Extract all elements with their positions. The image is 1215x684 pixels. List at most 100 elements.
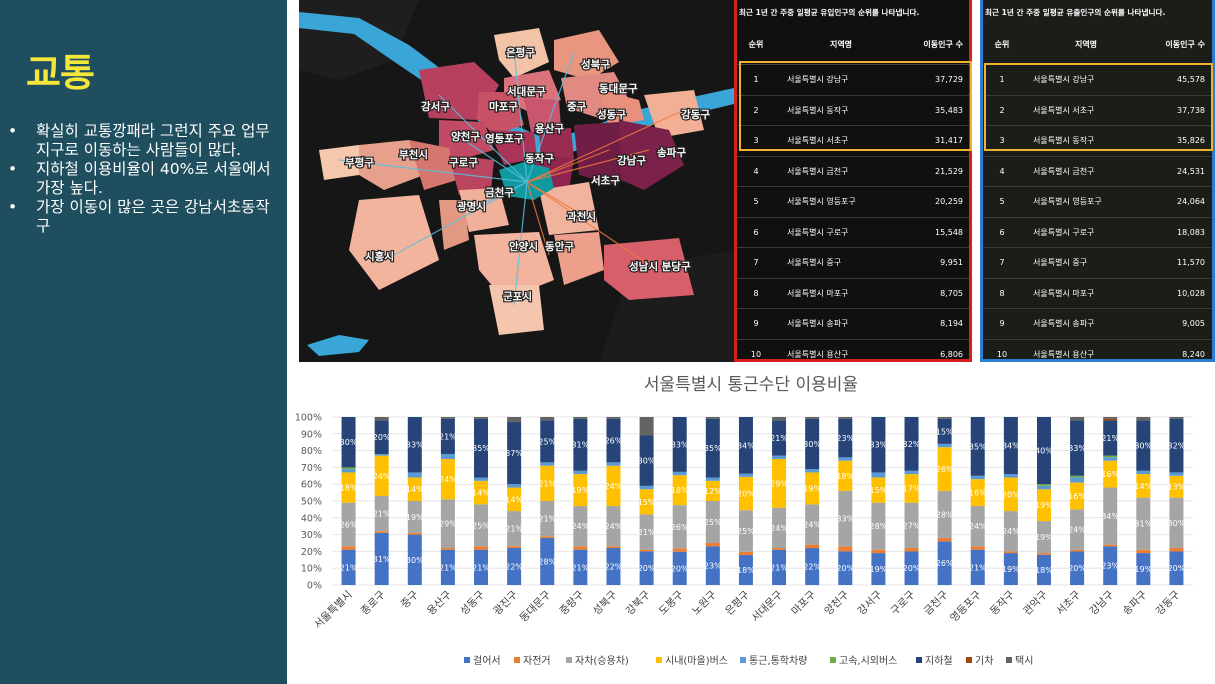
segment-label: 23% (1101, 562, 1119, 571)
table-body: 1 서울특별시 강남구 45,578 2 서울특별시 서초구 37,738 3 서울특별시 동… (983, 65, 1212, 360)
bar-segment (573, 549, 588, 585)
bar-segment (1169, 548, 1184, 552)
map-label: 성북구 (581, 58, 610, 71)
bar-segment (407, 501, 422, 533)
segment-label: 35% (969, 442, 987, 451)
segment-label: 15% (936, 427, 954, 436)
segment-label: 18% (1035, 566, 1053, 575)
bar-segment (440, 453, 455, 459)
bar-segment (407, 532, 422, 535)
region-cell: 서울특별시 구로구 (787, 227, 849, 237)
bar-segment (407, 472, 422, 478)
bar-segment (1169, 418, 1184, 473)
region-cell: 서울특별시 마포구 (787, 288, 849, 298)
legend-swatch (514, 657, 520, 663)
table-row: 8 서울특별시 마포구 8,705 (737, 279, 969, 309)
segment-label: 13% (1168, 483, 1186, 492)
bar-segment (772, 548, 787, 550)
bar-segment (705, 543, 720, 547)
rank-cell: 8 (999, 288, 1005, 298)
segment-label: 19% (870, 565, 888, 574)
table-row: 10 서울특별시 용산구 8,240 (983, 340, 1212, 360)
bar-segment (1003, 474, 1018, 478)
count-cell: 35,826 (1177, 136, 1205, 146)
segment-label: 25% (704, 518, 722, 527)
bar-segment (838, 417, 853, 419)
segment-label: 25% (472, 521, 490, 530)
segment-label: 21% (770, 563, 788, 572)
x-tick-label: 마포구 (789, 588, 818, 617)
bar-segment (639, 551, 654, 585)
bar-segment (1103, 544, 1118, 547)
table-heading: 최근 1년 간 주중 일평균 유입인구의 순위를 나타냅니다. (739, 8, 920, 17)
segment-label: 21% (439, 563, 457, 572)
bar-segment (341, 467, 356, 470)
segment-label: 21% (373, 510, 391, 519)
bar-segment (606, 418, 621, 463)
bar-segment (705, 418, 720, 478)
region-cell: 서울특별시 금천구 (1033, 166, 1095, 176)
commute-mode-chart: 서울특별시 통근수단 이용비율 0% 10% 20% 30% 40% 50% 60% 70% 8… (288, 362, 1215, 684)
bar-segment (970, 475, 985, 480)
bar-segment (738, 510, 753, 552)
segment-label: 26% (671, 523, 689, 532)
segment-label: 28% (870, 522, 888, 531)
segment-label: 23% (836, 434, 854, 443)
region-cell: 서울특별시 용산구 (1033, 349, 1095, 359)
map-label: 은평구 (506, 46, 535, 59)
bar-segment (772, 417, 787, 421)
segment-label: 21% (571, 563, 589, 572)
bar-segment (970, 506, 985, 547)
segment-label: 18% (340, 484, 358, 493)
bar-segment (540, 537, 555, 585)
bar-segment (772, 455, 787, 459)
segment-label: 40% (1035, 447, 1053, 456)
segment-label: 24% (571, 522, 589, 531)
bar-segment (1103, 417, 1118, 419)
segment-label: 35% (472, 444, 490, 453)
segment-label: 24% (373, 472, 391, 481)
bar-segment (672, 417, 687, 472)
segment-label: 19% (1134, 565, 1152, 574)
region-cell: 서울특별시 중구 (1033, 258, 1088, 268)
segment-label: 20% (1168, 564, 1186, 573)
column-header: 이동인구 수 (1165, 40, 1205, 49)
bar-segment (838, 418, 853, 458)
segment-label: 21% (538, 515, 556, 524)
rank-cell: 1 (999, 75, 1005, 85)
segment-label: 14% (472, 489, 490, 498)
bar-segment (540, 420, 555, 463)
region-cell: 서울특별시 구로구 (1033, 227, 1095, 237)
segment-label: 15% (870, 486, 888, 495)
bar-segment (639, 417, 654, 436)
bar-segment (738, 555, 753, 585)
bar-segment (937, 541, 952, 585)
map-label: 서초구 (591, 174, 620, 187)
segment-label: 30% (1168, 519, 1186, 528)
bar-segment (805, 504, 820, 545)
segment-label: 22% (605, 563, 623, 572)
y-tick-label: 20% (301, 547, 322, 558)
region-cell: 서울특별시 강남구 (787, 75, 849, 85)
table-row: 3 서울특별시 서초구 31,417 (737, 126, 969, 157)
bar-segment (507, 548, 522, 585)
segment-label: 21% (340, 563, 358, 572)
table-row: 7 서울특별시 중구 9,951 (737, 248, 969, 279)
segment-label: 22% (505, 563, 523, 572)
x-tick-label: 구로구 (889, 588, 918, 617)
map-label: 강서구 (421, 100, 450, 113)
rank-cell: 4 (753, 166, 759, 176)
count-cell: 37,729 (935, 75, 963, 85)
bar-segment (738, 473, 753, 477)
bullet-text: 지하철 이용비율이 40%로 서울에서 가장 높다. (36, 160, 271, 197)
map-label: 광명시 (457, 200, 486, 213)
bar-segment (374, 417, 389, 421)
bar-segment (606, 417, 621, 419)
segment-label: 18% (737, 566, 755, 575)
bar-segment (606, 506, 621, 547)
segment-label: 33% (1068, 444, 1086, 453)
y-tick-label: 40% (301, 513, 322, 524)
bullet-dot: • (8, 198, 18, 216)
bar-segment (1169, 417, 1184, 419)
bar-segment (507, 546, 522, 549)
